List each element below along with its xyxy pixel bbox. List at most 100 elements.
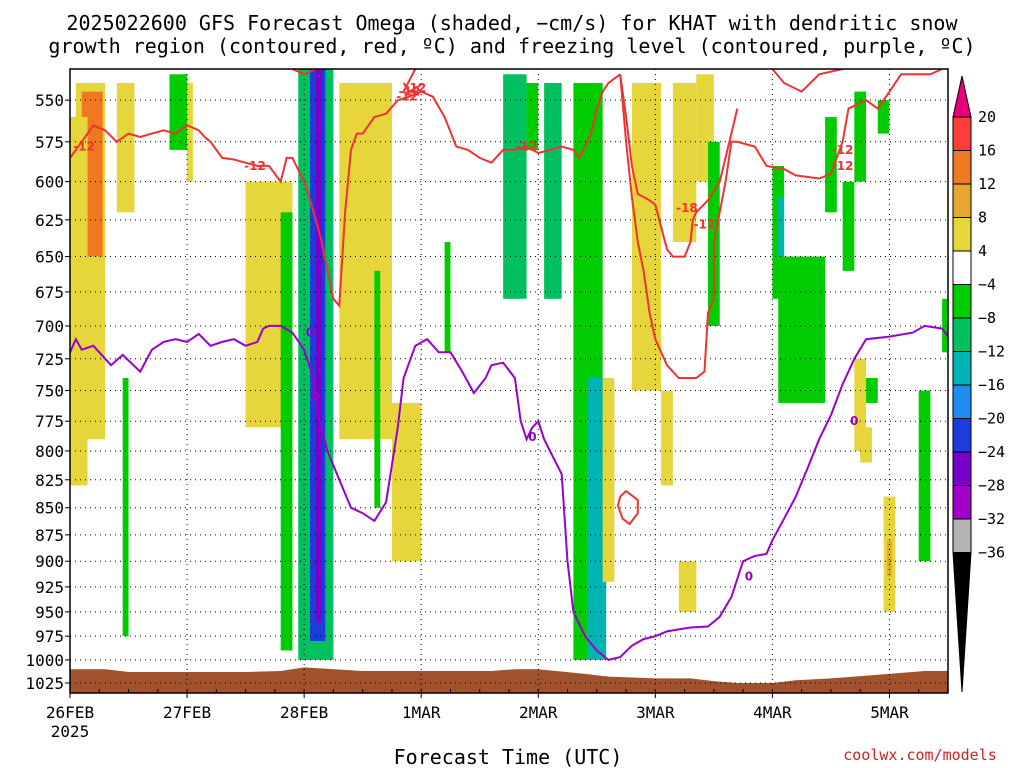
y-tick-label-900: 900 [35,552,64,571]
omega-cell-16 [503,74,527,299]
contour-label-2-0: -18 [676,201,698,215]
colorbar-label-10: −24 [978,443,1005,461]
colorbar-bottom-arrow [952,552,972,693]
contour-line-4 [291,69,317,76]
colorbar-label-4: 4 [978,242,987,260]
omega-shading-layer [70,69,948,660]
omega-cell-2 [70,117,88,486]
x-axis-label: Forecast Time (UTC) [394,745,623,768]
contour-label-0-2: 0 [528,430,536,444]
omega-cell-22 [602,377,615,582]
contour-line-6 [402,69,417,93]
omega-cell-17 [526,82,539,150]
credit-text: coolwx.com/models [843,746,997,764]
contour-label-1-1: -12 [244,159,266,173]
x-tick-label-1: 27FEB [163,703,211,722]
x-axis-year: 2025 [51,722,90,741]
y-tick-label-625: 625 [35,211,64,230]
omega-cell-40 [887,540,892,577]
colorbar-box-7 [952,351,972,386]
y-tick-label-1000: 1000 [25,651,64,670]
omega-cell-37 [866,377,878,403]
colorbar-label-0: 20 [978,108,996,126]
contour-layer [70,69,948,661]
chart-title-line1: 2025022600 GFS Forecast Omega (shaded, −… [66,11,958,35]
colorbar-label-13: −36 [978,544,1005,562]
contour-label-1-2: -12 [396,90,418,104]
colorbar-box-12 [952,518,972,553]
contour-label-8-0: -12 [405,81,427,95]
y-tick-label-850: 850 [35,499,64,518]
colorbar-label-3: 8 [978,209,987,227]
contour-line-2 [619,74,739,258]
omega-cell-20 [573,390,588,660]
contour-line-5 [616,489,639,526]
x-tick-label-3: 1MAR [402,703,441,722]
x-tick-label-2: 28FEB [280,703,328,722]
colorbar-label-1: 16 [978,142,996,160]
omega-cell-3 [116,82,135,213]
colorbar-box-11 [952,485,972,520]
y-tick-label-725: 725 [35,350,64,369]
colorbar-box-1 [952,150,972,185]
x-tick-label-7: 5MAR [870,703,909,722]
terrain-fill [70,667,948,693]
y-tick-label-925: 925 [35,578,64,597]
x-axis-ticks: 26FEB 27FEB 28FEB 1MAR 2MAR 3MAR 4MAR 5MAR [46,689,949,722]
contour-line-1 [70,73,621,309]
y-tick-label-800: 800 [35,442,64,461]
colorbar-box-8 [952,384,972,419]
omega-cell-26 [672,82,697,243]
omega-cell-4 [122,377,129,637]
colorbar-label-12: −32 [978,510,1005,528]
omega-cell-32 [825,117,837,213]
colorbar-box-2 [952,183,972,218]
contour-label-1-3: -12 [516,140,538,154]
colorbar-box-9 [952,418,972,453]
colorbar-box-3 [952,217,972,252]
y-tick-label-1025: 1025 [25,674,64,693]
colorbar-label-6: −8 [978,309,996,327]
omega-cell-12 [339,82,392,440]
contour-line-3 [619,69,943,379]
omega-cell-34 [854,91,867,182]
colorbar-label-9: −20 [978,410,1005,428]
terrain-layer [70,667,948,693]
contour-label-0-3: 0 [745,570,753,584]
contour-line-8 [402,82,422,93]
omega-cell-21 [587,377,607,660]
y-tick-label-575: 575 [35,133,64,152]
omega-cell-5 [169,74,188,150]
contour-label-6-0: -12 [399,85,421,99]
y-tick-label-650: 650 [35,248,64,267]
omega-cell-36 [860,427,872,463]
omega-cell-28 [708,141,720,326]
contour-line-0 [70,324,948,661]
y-tick-label-825: 825 [35,471,64,490]
contour-label-0-0: 0 [312,390,320,404]
x-tick-label-6: 4MAR [753,703,792,722]
colorbar: 20 16 12 8 4 −4 −8 −12 −16 −20 −24 −28 −32 −36 [952,75,1005,693]
contour-label-1-0: -12 [73,140,95,154]
chart-title-line2: growth region (contoured, red, ºC) and f… [48,34,975,58]
omega-cell-35 [854,358,867,451]
contour-label-1-4: -12 [832,159,854,173]
colorbar-label-7: −12 [978,343,1005,361]
colorbar-label-11: −28 [978,477,1005,495]
omega-cell-41 [918,390,931,562]
colorbar-box-10 [952,451,972,486]
contour-label-0-1: 0 [306,326,314,340]
omega-cell-8 [280,212,293,651]
omega-cell-30 [778,197,785,257]
contour-label-3-1: -12 [832,143,854,157]
omega-cell-24 [661,390,673,486]
omega-cell-15 [444,242,451,353]
contour-label-3-0: -12 [694,217,716,231]
y-tick-label-875: 875 [35,526,64,545]
y-tick-label-975: 975 [35,627,64,646]
colorbar-top-arrow [952,75,972,118]
colorbar-box-6 [952,317,972,352]
y-tick-label-600: 600 [35,173,64,192]
